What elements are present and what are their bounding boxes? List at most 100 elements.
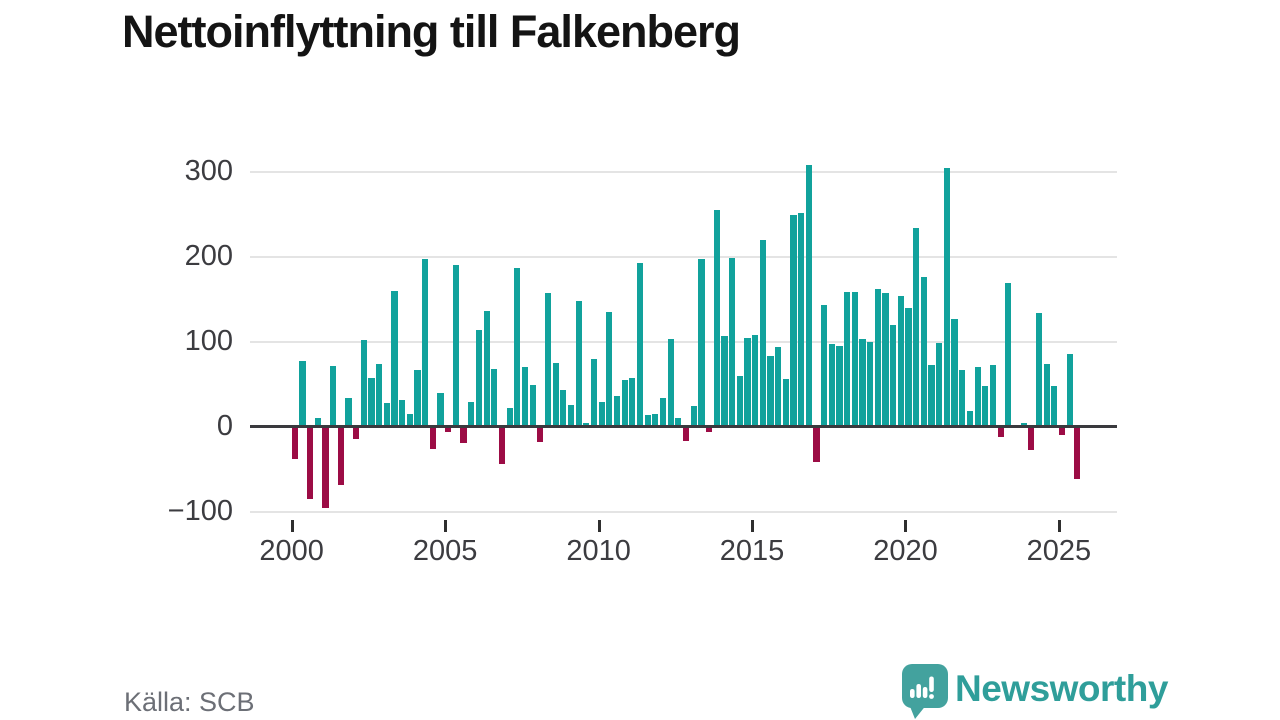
bar-2021-Q1 <box>936 343 943 427</box>
bar-2017-Q3 <box>828 344 835 427</box>
bar-2023-Q4 <box>1020 423 1027 427</box>
bar-2022-Q4 <box>989 365 997 427</box>
exclamation-dot <box>929 694 934 699</box>
bar-2000-Q4 <box>314 418 321 427</box>
bar-2007-Q1 <box>506 407 513 427</box>
bar-2022-Q3 <box>982 385 989 427</box>
x-axis-label-2000: 2000 <box>259 535 324 567</box>
bar-2010-Q2 <box>606 311 613 427</box>
x-axis-label-2020: 2020 <box>873 535 938 567</box>
bar-2001-Q2 <box>330 366 337 427</box>
x-axis-label-2010: 2010 <box>566 535 631 567</box>
bar-2021-Q4 <box>959 370 966 427</box>
chart-title: Nettoinflyttning till Falkenberg <box>122 6 741 57</box>
y-axis-label-300: 300 <box>184 154 233 187</box>
bar-2015-Q4 <box>775 347 782 427</box>
bar-2025-Q3 <box>1074 426 1081 480</box>
bar-2000-Q2 <box>299 361 306 427</box>
bar-2020-Q3 <box>920 276 927 427</box>
bar-2009-Q2 <box>575 300 582 427</box>
newsworthy-logo-icon <box>902 664 948 719</box>
x-axis-tick-2005 <box>444 520 448 532</box>
gridline-y-200 <box>250 255 1117 258</box>
bar-2013-Q4 <box>713 209 720 427</box>
bar-2014-Q4 <box>744 338 751 427</box>
bar-2011-Q3 <box>644 414 651 427</box>
bar-2019-Q4 <box>897 295 904 427</box>
bar-2012-Q4 <box>682 426 690 441</box>
x-axis-tick-2020 <box>904 520 908 532</box>
bar-2003-Q2 <box>391 291 398 427</box>
bar-2010-Q3 <box>613 395 621 427</box>
bar-2021-Q3 <box>951 319 958 427</box>
y-axis-label-0: 0 <box>216 409 233 442</box>
bar-2020-Q4 <box>928 365 935 427</box>
bar-2006-Q3 <box>491 368 498 427</box>
bar-2002-Q4 <box>376 363 383 427</box>
bar-2004-Q4 <box>437 392 444 427</box>
bar-2019-Q2 <box>882 293 889 427</box>
bar-2011-Q2 <box>636 263 644 427</box>
bar-2005-Q2 <box>452 265 459 427</box>
bar-2017-Q4 <box>836 345 843 427</box>
bar-2020-Q2 <box>913 228 920 427</box>
gridline-y-300 <box>250 170 1117 173</box>
bar-2023-Q2 <box>1005 282 1012 427</box>
bar-2016-Q3 <box>798 213 805 427</box>
x-axis-tick-2000 <box>290 520 294 532</box>
bar-2005-Q3 <box>460 426 467 443</box>
bar-2024-Q3 <box>1043 364 1050 427</box>
bar-2014-Q1 <box>721 335 728 427</box>
bar-2022-Q2 <box>974 367 981 427</box>
bar-2007-Q3 <box>521 367 529 427</box>
bar-2004-Q2 <box>422 259 429 427</box>
bar-2016-Q4 <box>805 164 812 427</box>
bar-2018-Q4 <box>867 341 874 427</box>
bar-2021-Q2 <box>943 168 950 427</box>
bar-2009-Q4 <box>590 359 598 427</box>
bar-2019-Q1 <box>874 288 881 427</box>
bar-2011-Q1 <box>629 378 636 427</box>
bar-2013-Q3 <box>705 426 713 432</box>
bar-2009-Q1 <box>567 405 575 427</box>
bar-2017-Q2 <box>821 304 828 427</box>
bar-2012-Q2 <box>667 338 674 427</box>
y-axis-label-100: 100 <box>184 324 233 357</box>
bar-2004-Q1 <box>414 370 421 427</box>
bar-2001-Q4 <box>345 397 352 427</box>
bar-2024-Q4 <box>1051 385 1058 427</box>
brand-name: Newsworthy <box>955 668 1168 709</box>
bar-2002-Q1 <box>353 426 360 440</box>
bar-2001-Q1 <box>322 426 329 509</box>
bar-2024-Q2 <box>1035 313 1043 427</box>
x-axis-tick-2025 <box>1057 520 1061 532</box>
zero-axis-line <box>250 425 1117 428</box>
bar-2015-Q1 <box>752 334 759 427</box>
bar-2023-Q1 <box>997 426 1004 437</box>
bar-2003-Q4 <box>406 413 413 427</box>
bar-2025-Q1 <box>1058 426 1066 435</box>
exclamation-bar <box>929 676 934 692</box>
bar-2005-Q4 <box>468 401 475 427</box>
gridline-y--100 <box>250 510 1117 513</box>
bar-2018-Q2 <box>851 292 858 427</box>
bar-2001-Q3 <box>337 426 344 486</box>
speech-bubble-tail <box>909 704 927 719</box>
bar-2000-Q3 <box>307 426 314 499</box>
bar-2015-Q3 <box>767 355 774 427</box>
y-axis-label--100: −100 <box>167 494 233 527</box>
bar-2018-Q1 <box>844 292 851 427</box>
bar-2018-Q3 <box>859 338 866 427</box>
newsworthy-brand: Newsworthy <box>901 660 1168 720</box>
bar-2010-Q1 <box>598 401 605 427</box>
bar-2002-Q3 <box>368 378 375 427</box>
bar-2025-Q2 <box>1066 354 1073 427</box>
logo-bar-chart-icon <box>910 676 934 699</box>
bar-2012-Q3 <box>675 418 682 427</box>
bar-2015-Q2 <box>759 240 766 427</box>
x-axis-tick-2010 <box>597 520 601 532</box>
x-axis-label-2025: 2025 <box>1026 535 1092 567</box>
bar-2006-Q2 <box>483 310 490 427</box>
bar-2008-Q4 <box>560 389 567 427</box>
